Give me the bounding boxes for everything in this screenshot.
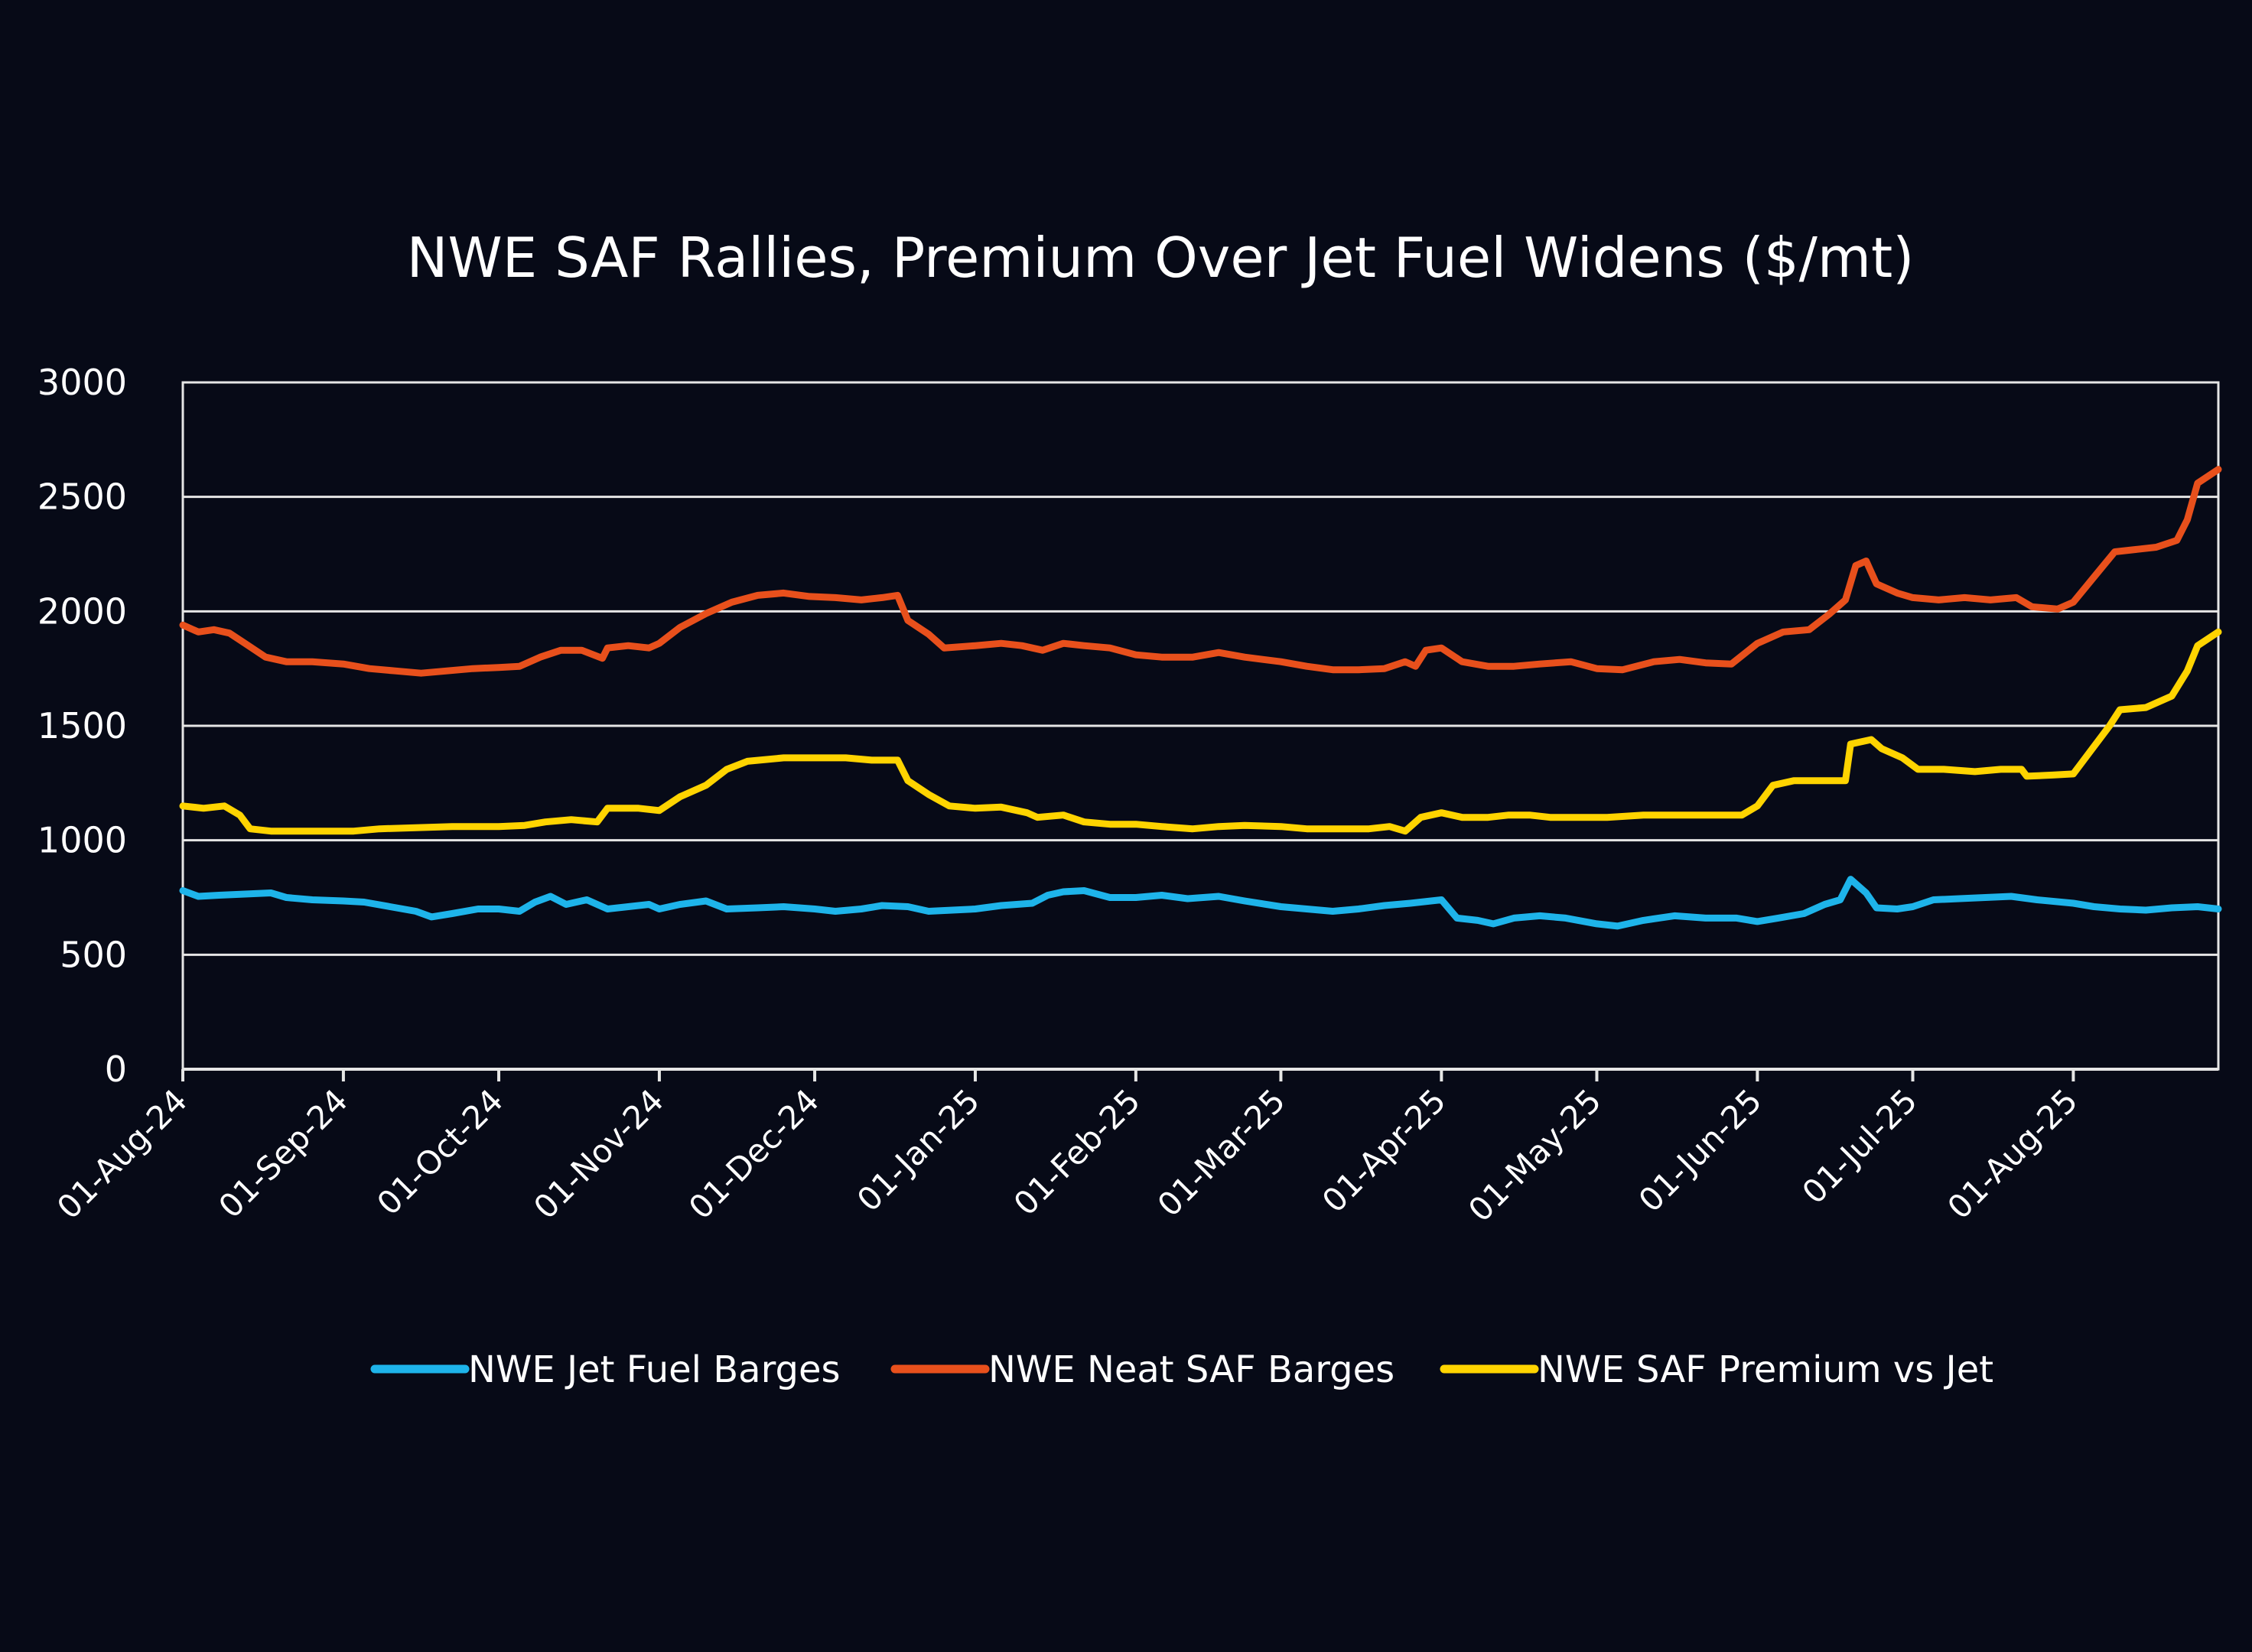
x-tick-label: 01-Sep-24 <box>211 1081 355 1225</box>
legend-label: NWE Neat SAF Barges <box>988 1348 1394 1391</box>
x-axis: 01-Aug-24 01-Sep-24 01-Oct-24 01-Nov-24 01-D… <box>50 1068 2218 1229</box>
x-tick-label: 01-Feb-25 <box>1007 1081 1147 1222</box>
legend-label: NWE SAF Premium vs Jet <box>1538 1348 1993 1391</box>
x-tick-label: 01-Aug-25 <box>1940 1081 2084 1226</box>
x-tick-label: 01-May-25 <box>1461 1081 1609 1229</box>
x-tick-label: 01-Aug-24 <box>50 1081 194 1226</box>
y-tick-label: 3000 <box>37 362 127 403</box>
x-tick-label: 01-Dec-24 <box>682 1081 826 1226</box>
x-tick-label: 01-Jul-25 <box>1795 1081 1924 1211</box>
series-lines <box>179 466 2222 930</box>
y-tick-label: 0 <box>105 1049 127 1090</box>
x-tick-label: 01-Jun-25 <box>1632 1081 1769 1219</box>
series-line-1 <box>179 876 2222 930</box>
x-tick-label: 01-Oct-24 <box>369 1081 510 1222</box>
y-tick-label: 1000 <box>37 820 127 861</box>
series-line-2 <box>179 466 2222 677</box>
x-tick-label: 01-Apr-25 <box>1315 1081 1453 1219</box>
y-tick-label: 500 <box>60 934 127 975</box>
x-tick-label: 01-Mar-25 <box>1150 1081 1293 1224</box>
series-line-3 <box>179 628 2222 835</box>
y-axis: 0 500 1000 1500 2000 2500 3000 <box>37 362 127 1090</box>
x-tick-label: 01-Jan-25 <box>850 1081 987 1218</box>
y-tick-label: 2500 <box>37 476 127 518</box>
legend: NWE Jet Fuel Barges NWE Neat SAF Barges NW… <box>370 1348 1993 1391</box>
y-tick-label: 2000 <box>37 590 127 632</box>
legend-label: NWE Jet Fuel Barges <box>468 1348 841 1391</box>
y-tick-label: 1500 <box>37 705 127 746</box>
x-tick-label: 01-Nov-24 <box>526 1081 671 1226</box>
chart-title: NWE SAF Rallies, Premium Over Jet Fuel W… <box>407 226 1915 290</box>
